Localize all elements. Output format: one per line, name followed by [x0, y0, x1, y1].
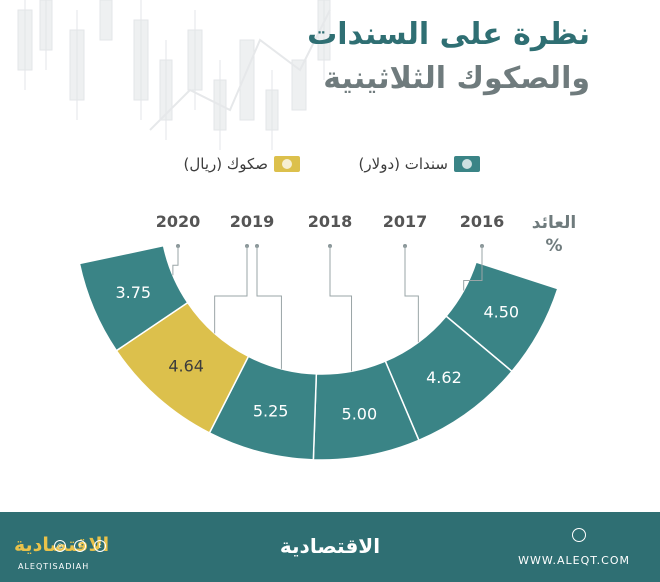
year-label-2017: 2017	[382, 212, 428, 231]
data-label-2019-sukuk: 4.64	[168, 357, 204, 376]
legend-item-bonds: سندات (دولار)	[359, 152, 480, 176]
footer-url[interactable]: WWW.ALEQT.COM	[518, 554, 630, 567]
footer-logo: الاقتصادية	[279, 534, 381, 558]
data-label-2020-bonds: 3.75	[115, 283, 151, 302]
leader-line-2020-bonds	[172, 246, 179, 276]
chart-title-line2: والصكوك الثلاثينية	[323, 61, 590, 96]
y-axis-label: العائد %	[524, 212, 584, 258]
year-label-2018: 2018	[307, 212, 353, 231]
footer-brand-latin: ALEQTISADIAH	[18, 562, 90, 571]
background-candlestick-decoration	[17, 0, 331, 150]
leader-line-2019-sukuk	[214, 246, 248, 334]
axis-label-line2: %	[545, 235, 563, 256]
legend-item-sukuk: صكوك (ريال)	[183, 152, 300, 176]
instagram-icon[interactable]: ◎	[54, 540, 66, 552]
leader-line-2018-bonds	[329, 246, 353, 372]
year-label-2020: 2020	[155, 212, 201, 231]
data-label-2017-bonds: 4.62	[426, 368, 462, 387]
data-label-2018-bonds: 5.00	[342, 405, 378, 424]
leader-line-2019-bonds	[256, 246, 282, 369]
data-label-2016-bonds: 4.50	[483, 302, 519, 321]
year-label-2019: 2019	[229, 212, 275, 231]
banknote-icon	[454, 156, 480, 172]
arc-chart: 4.50 4.62 5.00 5.25 4.64 3.75	[78, 244, 559, 461]
leader-line-2016-bonds	[463, 246, 483, 291]
twitter-icon[interactable]: t	[94, 540, 106, 552]
year-label-2016: 2016	[459, 212, 505, 231]
leader-line-2017-bonds	[404, 246, 419, 343]
data-label-2019-bonds: 5.25	[253, 401, 289, 420]
legend-label-sukuk: صكوك (ريال)	[183, 155, 269, 173]
facebook-icon[interactable]: f	[74, 540, 86, 552]
legend-label-bonds: سندات (دولار)	[358, 155, 448, 173]
axis-label-line1: العائد	[531, 213, 577, 233]
globe-icon	[572, 528, 586, 542]
banknote-icon	[274, 156, 300, 172]
chart-title-line1: نظرة على السندات	[307, 17, 590, 52]
footer-bar: الاقتصادية ALEQTISADIAH ◎ f t الاقتصادية…	[0, 512, 660, 582]
arc-segment-2020-bonds	[78, 244, 189, 352]
